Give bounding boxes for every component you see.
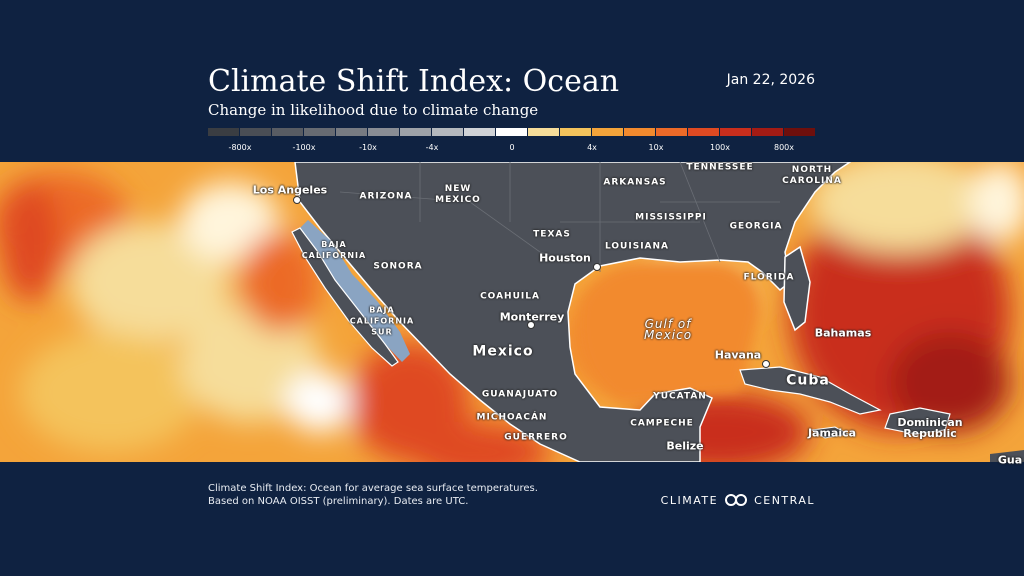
legend-swatch (688, 128, 719, 136)
footnote-line: Climate Shift Index: Ocean for average s… (208, 483, 538, 494)
legend-label: 4x (587, 143, 597, 152)
map-label: ARKANSAS (603, 177, 667, 188)
map-label: TENNESSEE (686, 162, 754, 173)
island (990, 450, 1024, 462)
cuba (739, 366, 882, 415)
gulf-warm (578, 262, 760, 402)
florida (783, 245, 811, 332)
map-label: YUCATÁN (653, 391, 707, 402)
map-label: BAJA CALIFORNIA (301, 240, 367, 260)
map-label: Belize (666, 439, 704, 453)
map-label: GEORGIA (729, 221, 783, 232)
legend-swatch (784, 128, 815, 136)
map-label: MISSISSIPPI (635, 212, 707, 223)
map-label: SONORA (373, 261, 423, 272)
city-dots (293, 196, 770, 368)
legend-label: 10x (648, 143, 664, 152)
subtitle: Change in likelihood due to climate chan… (208, 101, 539, 119)
legend-swatch (304, 128, 335, 136)
gulf-of-california (300, 220, 410, 362)
title: Climate Shift Index: Ocean (208, 64, 620, 99)
map-label: Monterrey (499, 310, 565, 324)
legend-swatch (720, 128, 751, 136)
map-label: Jamaica (807, 426, 857, 440)
map-label: MICHOACÁN (476, 412, 548, 423)
legend-swatch (336, 128, 367, 136)
legend-label: -800x (228, 143, 252, 152)
logo: CLIMATE CENTRAL (661, 493, 815, 507)
map-label: FLORIDA (743, 272, 795, 283)
legend-swatch (560, 128, 591, 136)
map-label: GUANAJUATO (481, 389, 559, 400)
legend-swatch (240, 128, 271, 136)
legend-swatch (624, 128, 655, 136)
legend-label: 100x (709, 143, 731, 152)
footnote: Climate Shift Index: Ocean for average s… (208, 482, 538, 508)
legend-swatch (432, 128, 463, 136)
legend-label: -10x (359, 143, 377, 152)
legend-swatch (592, 128, 623, 136)
map-label: Havana (714, 348, 762, 362)
legend-swatch (400, 128, 431, 136)
map-label: TEXAS (533, 229, 571, 240)
logo-text: CLIMATE CENTRAL (660, 493, 815, 507)
legend-swatch (656, 128, 687, 136)
legend-swatch (464, 128, 495, 136)
map (0, 162, 1024, 462)
baja (291, 227, 399, 367)
map-label: Dominican Republic (897, 416, 963, 440)
legend-swatch (496, 128, 527, 136)
map-label: CAMPECHE (630, 418, 694, 429)
footnote-line: Based on NOAA OISST (preliminary). Dates… (208, 496, 469, 507)
map-label: COAHUILA (480, 291, 540, 302)
legend-swatch (272, 128, 303, 136)
legend-label: -4x (425, 143, 439, 152)
hispaniola (884, 407, 951, 435)
map-label: Gua (997, 453, 1023, 467)
map-label: NORTH CAROLINA (782, 165, 842, 186)
legend-label: 800x (773, 143, 795, 152)
legend-swatch (368, 128, 399, 136)
map-label: NEW MEXICO (435, 184, 481, 205)
map-label: ARIZONA (359, 191, 413, 202)
map-label: GUERRERO (504, 432, 568, 443)
map-label: Mexico (472, 343, 534, 360)
date: Jan 22, 2026 (726, 72, 815, 88)
legend-swatch (752, 128, 783, 136)
legend-swatch (528, 128, 559, 136)
map-label: LOUISIANA (604, 241, 670, 252)
map-label: Bahamas (814, 326, 872, 340)
map-label: Gulf of Mexico (643, 317, 693, 342)
jamaica (810, 426, 850, 439)
map-label: Cuba (786, 372, 830, 389)
borders (339, 162, 780, 272)
map-label: Houston (539, 251, 591, 265)
legend-label: -100x (292, 143, 316, 152)
legend: -800x -100x -10x -4x 0 4x 10x 100x 800x (208, 128, 816, 158)
legend-swatch (208, 128, 239, 136)
legend-label: 0 (509, 143, 515, 152)
map-label: Los Angeles (252, 183, 328, 197)
map-label: BAJA CALIFORNIA SUR (349, 305, 415, 337)
